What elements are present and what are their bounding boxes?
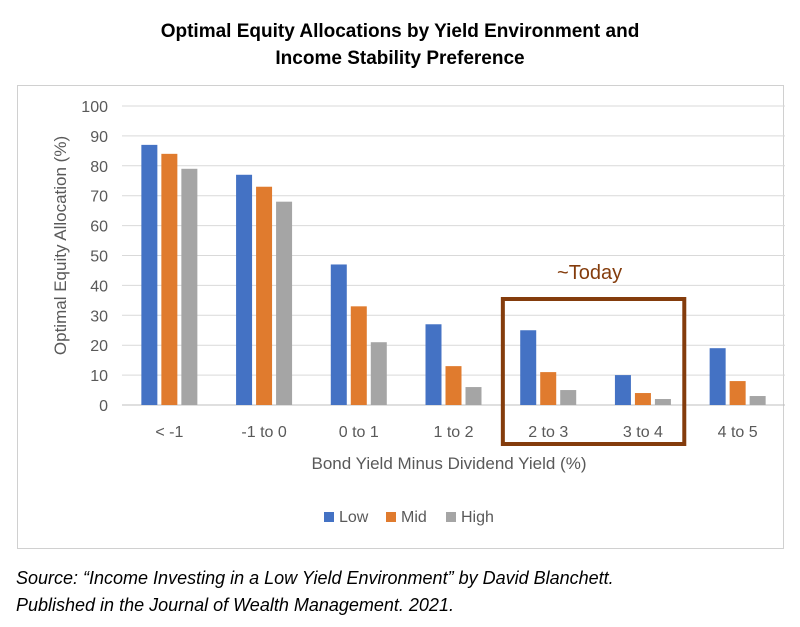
bar-low-1 xyxy=(236,174,253,405)
x-tick-label: 4 to 5 xyxy=(718,424,758,441)
y-tick-label: 80 xyxy=(90,159,108,176)
bar-low-4 xyxy=(520,330,537,405)
legend-swatch-mid xyxy=(386,512,396,522)
bar-high-6 xyxy=(749,396,766,405)
x-axis-ticks: < -1 -1 to 0 0 to 1 1 to 2 2 to 3 3 to 4 4 to … xyxy=(155,424,757,441)
y-tick-label: 20 xyxy=(90,338,108,355)
bars xyxy=(141,144,766,405)
y-axis-ticks: 0 10 20 30 40 50 60 70 80 90 100 xyxy=(81,99,108,415)
y-tick-label: 30 xyxy=(90,308,108,325)
bar-mid-1 xyxy=(256,186,273,405)
chart-frame xyxy=(17,85,784,549)
bar-low-5 xyxy=(614,375,631,405)
bar-high-0 xyxy=(181,168,198,405)
chart-title-line-2: Income Stability Preference xyxy=(275,48,525,69)
y-axis-label: Optimal Equity Allocation (%) xyxy=(51,136,70,355)
bar-mid-2 xyxy=(350,306,367,405)
bar-mid-0 xyxy=(161,153,178,405)
y-tick-label: 70 xyxy=(90,189,108,206)
x-tick-label: 3 to 4 xyxy=(623,424,663,441)
legend-swatch-high xyxy=(446,512,456,522)
bar-high-2 xyxy=(370,342,387,405)
legend-label-mid: Mid xyxy=(401,509,427,526)
legend: Low Mid High xyxy=(324,509,494,526)
source-line-2: Published in the Journal of Wealth Manag… xyxy=(16,595,454,615)
x-tick-label: 1 to 2 xyxy=(433,424,473,441)
legend-label-low: Low xyxy=(339,509,369,526)
y-tick-label: 100 xyxy=(81,99,108,116)
source-line-1: Source: “Income Investing in a Low Yield… xyxy=(16,568,614,588)
x-tick-label: < -1 xyxy=(155,424,183,441)
x-axis-label: Bond Yield Minus Dividend Yield (%) xyxy=(312,454,587,473)
bar-high-1 xyxy=(276,201,293,405)
y-tick-label: 90 xyxy=(90,129,108,146)
y-tick-label: 40 xyxy=(90,278,108,295)
bar-high-4 xyxy=(560,390,577,405)
source-citation: Source: “Income Investing in a Low Yield… xyxy=(16,565,786,619)
x-tick-label: 0 to 1 xyxy=(339,424,379,441)
x-tick-label: 2 to 3 xyxy=(528,424,568,441)
y-tick-label: 60 xyxy=(90,219,108,236)
bar-mid-5 xyxy=(634,393,651,405)
legend-swatch-low xyxy=(324,512,334,522)
y-tick-label: 50 xyxy=(90,249,108,266)
bar-low-3 xyxy=(425,324,442,405)
y-tick-label: 0 xyxy=(99,398,108,415)
bar-mid-3 xyxy=(445,366,462,405)
legend-label-high: High xyxy=(461,509,494,526)
y-tick-label: 10 xyxy=(90,368,108,385)
bar-high-3 xyxy=(465,387,482,405)
chart-plot: 0 10 20 30 40 50 60 70 80 90 100 < -1 -1 to 0 0 to 1… xyxy=(51,99,785,526)
today-annotation: ~Today xyxy=(500,262,687,446)
x-tick-label: -1 to 0 xyxy=(241,424,286,441)
today-highlight-box xyxy=(500,297,687,446)
bar-mid-4 xyxy=(540,372,557,405)
bar-high-5 xyxy=(654,399,671,405)
bar-low-0 xyxy=(141,144,158,405)
chart-title: Optimal Equity Allocations by Yield Envi… xyxy=(0,18,800,72)
bar-low-2 xyxy=(330,264,347,405)
bar-low-6 xyxy=(709,348,726,405)
bar-mid-6 xyxy=(729,381,746,405)
today-label: ~Today xyxy=(557,262,622,284)
chart-title-line-1: Optimal Equity Allocations by Yield Envi… xyxy=(160,21,640,42)
